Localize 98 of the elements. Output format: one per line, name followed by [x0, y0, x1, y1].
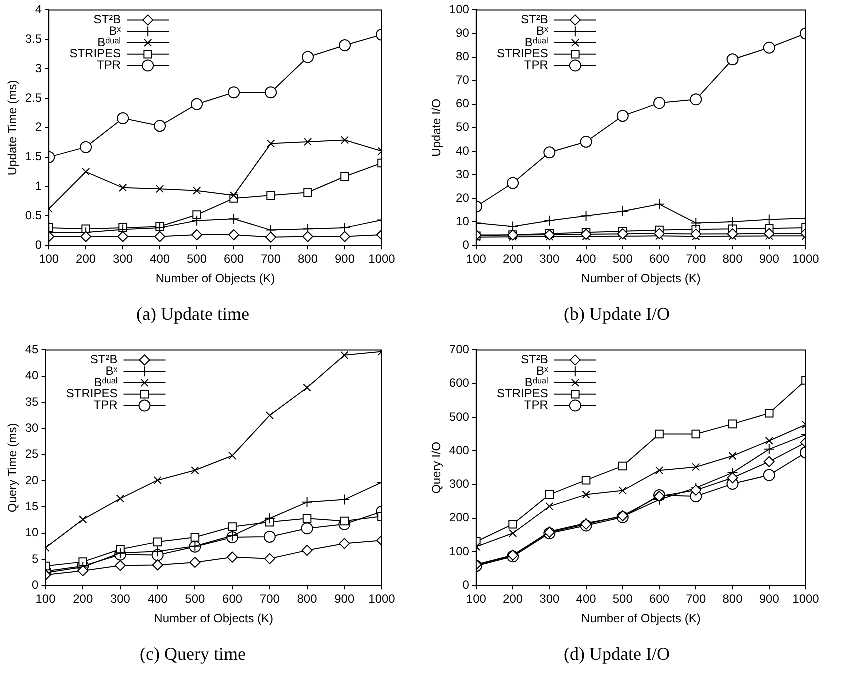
- y-tick-label: 400: [449, 443, 470, 458]
- legend-label: STRIPES: [497, 46, 548, 61]
- y-tick-label: 3.5: [25, 32, 42, 46]
- y-axis-title: Query I/O: [430, 442, 444, 494]
- x-tick-label: 1000: [368, 252, 396, 266]
- x-tick-label: 800: [722, 252, 744, 266]
- x-tick-label: 200: [503, 252, 524, 266]
- legend-label: STRIPES: [70, 46, 122, 61]
- x-tick-label: 700: [261, 252, 282, 266]
- x-tick-label: 300: [113, 252, 134, 266]
- x-tick-label: 800: [722, 592, 744, 606]
- y-axis-title: Update I/O: [430, 98, 444, 157]
- text: (c) Query time: [140, 644, 246, 664]
- y-tick-label: 100: [449, 544, 470, 558]
- x-tick-label: 400: [576, 592, 597, 606]
- y-tick-label: 0: [35, 238, 42, 252]
- x-tick-label: 300: [540, 252, 560, 266]
- y-tick-label: 2: [35, 120, 42, 134]
- y-tick-label: 30: [25, 420, 40, 435]
- x-tick-label: 500: [187, 252, 208, 266]
- y-tick-label: 70: [456, 73, 470, 88]
- x-tick-label: 900: [759, 252, 780, 266]
- y-tick-label: 4: [35, 2, 42, 17]
- y-tick-label: 0: [462, 238, 470, 252]
- y-tick-label: 30: [456, 167, 470, 182]
- y-tick-label: 45: [25, 342, 40, 357]
- y-tick-label: 40: [25, 368, 40, 383]
- y-tick-label: 0: [462, 578, 470, 592]
- y-tick-label: 50: [456, 120, 470, 134]
- y-tick-label: 40: [456, 144, 470, 158]
- x-tick-label: 300: [540, 592, 560, 606]
- x-tick-label: 500: [612, 252, 634, 266]
- x-tick-label: 900: [759, 592, 780, 606]
- y-tick-label: 0.5: [25, 208, 42, 222]
- x-tick-label: 200: [503, 592, 524, 606]
- x-tick-label: 1000: [792, 252, 820, 266]
- y-tick-label: 60: [456, 96, 470, 111]
- legend-label: STRIPES: [66, 386, 118, 401]
- x-tick-label: 500: [185, 592, 206, 606]
- text: (a) Update time: [136, 304, 250, 324]
- x-tick-label: 400: [150, 252, 170, 266]
- y-tick-label: 100: [449, 2, 470, 17]
- y-tick-label: 0: [32, 578, 40, 592]
- x-tick-label: 600: [650, 252, 670, 266]
- legend-label: TPR: [97, 58, 122, 72]
- y-tick-label: 2.5: [25, 90, 42, 105]
- y-tick-label: 300: [449, 477, 470, 492]
- x-tick-label: 1000: [368, 592, 396, 606]
- x-tick-label: 200: [73, 592, 94, 606]
- x-tick-label: 400: [576, 252, 597, 266]
- y-tick-label: 90: [456, 26, 470, 40]
- x-axis-title: Number of Objects (K): [154, 612, 274, 626]
- y-tick-label: 35: [25, 394, 40, 409]
- x-tick-label: 600: [224, 252, 244, 266]
- y-tick-label: 20: [456, 190, 470, 205]
- y-tick-label: 1.5: [25, 150, 42, 164]
- x-tick-label: 400: [148, 592, 168, 606]
- y-tick-label: 700: [449, 342, 470, 357]
- y-tick-label: 10: [25, 526, 40, 540]
- y-tick-label: 20: [25, 473, 40, 488]
- text: (b) Update I/O: [564, 304, 670, 324]
- y-tick-label: 10: [456, 214, 470, 228]
- legend-label: Bᵈᵘᵃˡ: [98, 35, 122, 50]
- legend-label: Bᵈᵘᵃˡ: [94, 375, 118, 390]
- x-tick-label: 700: [686, 252, 706, 266]
- x-tick-label: 600: [650, 592, 670, 606]
- y-tick-label: 25: [25, 447, 40, 462]
- legend-label: TPR: [94, 398, 118, 412]
- y-tick-label: 600: [449, 376, 470, 390]
- y-tick-label: 80: [456, 50, 470, 64]
- x-tick-label: 500: [612, 592, 634, 606]
- legend-label: TPR: [524, 398, 549, 412]
- x-tick-label: 300: [110, 592, 131, 606]
- y-tick-label: 500: [449, 410, 470, 424]
- y-tick-label: 15: [25, 499, 40, 514]
- y-tick-label: 5: [32, 552, 40, 566]
- legend-label: Bᵈᵘᵃˡ: [524, 375, 549, 390]
- legend-label: STRIPES: [497, 386, 548, 401]
- x-tick-label: 200: [76, 252, 96, 266]
- x-axis-title: Number of Objects (K): [582, 612, 701, 626]
- y-tick-label: 3: [35, 61, 42, 76]
- x-axis-title: Number of Objects (K): [582, 272, 701, 286]
- x-tick-label: 700: [260, 592, 280, 606]
- x-tick-label: 800: [298, 252, 318, 266]
- x-tick-label: 900: [334, 592, 355, 606]
- x-tick-label: 600: [222, 592, 243, 606]
- x-tick-label: 800: [297, 592, 318, 606]
- y-axis-title: Update Time (ms): [6, 80, 20, 176]
- legend-label: TPR: [524, 58, 549, 72]
- y-tick-label: 1: [35, 179, 42, 194]
- text: (d) Update I/O: [564, 644, 670, 664]
- y-tick-label: 200: [449, 510, 470, 525]
- y-axis-title: Query Time (ms): [6, 423, 20, 513]
- x-tick-label: 700: [686, 592, 706, 606]
- legend-label: Bᵈᵘᵃˡ: [524, 35, 549, 50]
- x-tick-label: 900: [334, 252, 356, 266]
- x-axis-title: Number of Objects (K): [156, 272, 276, 286]
- x-tick-label: 1000: [792, 592, 820, 606]
